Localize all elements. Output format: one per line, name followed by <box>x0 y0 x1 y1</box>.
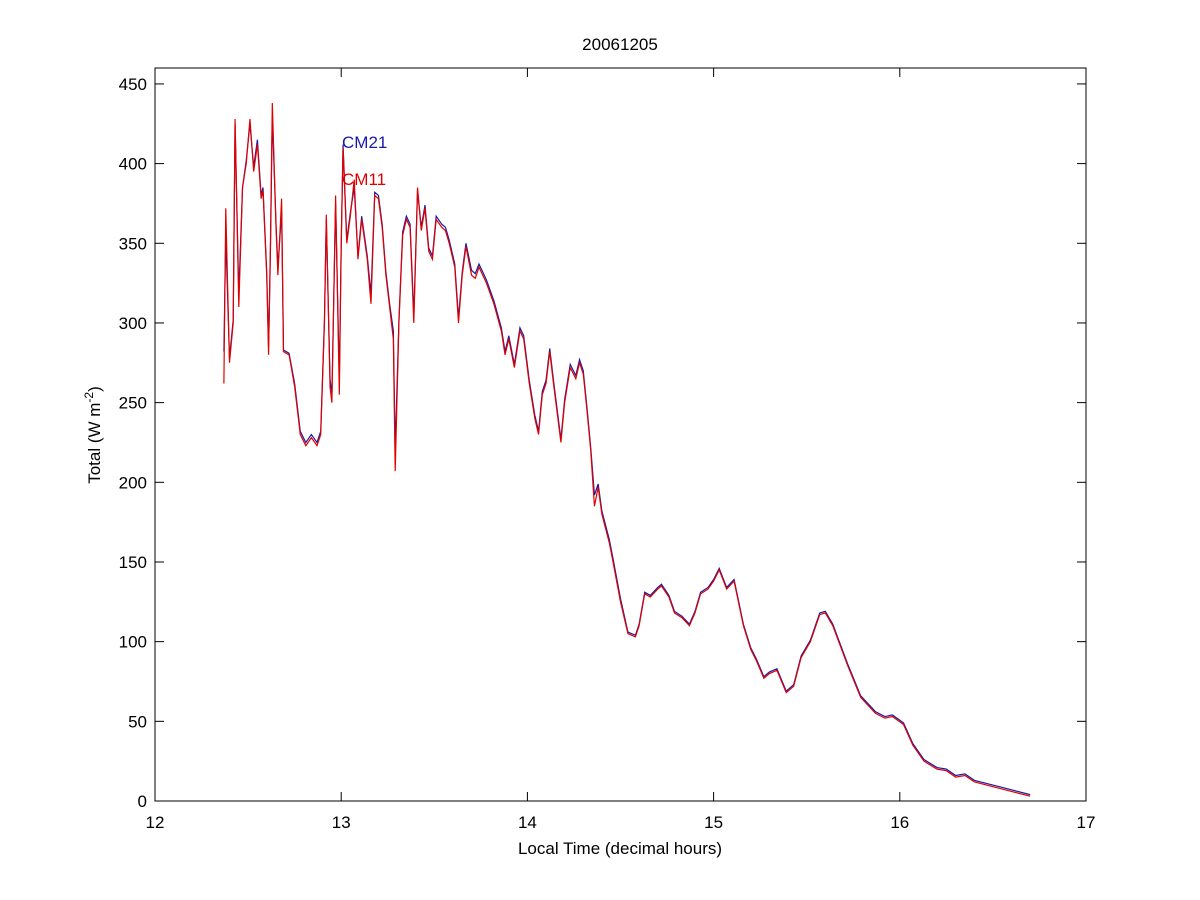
y-axis-label-superscript: -2 <box>82 392 96 403</box>
y-axis-label-text: Total (W m <box>85 403 104 484</box>
x-tick-label: 16 <box>890 813 909 832</box>
y-axis-label: Total (W m-2) <box>82 386 104 484</box>
y-tick-label: 400 <box>119 155 147 174</box>
y-tick-label: 350 <box>119 234 147 253</box>
y-tick-label: 100 <box>119 633 147 652</box>
series-line <box>223 115 1031 796</box>
plot-box <box>154 67 1087 802</box>
x-tick-label: 17 <box>1077 813 1096 832</box>
x-axis-label: Local Time (decimal hours) <box>518 839 722 858</box>
legend-label: CM11 <box>342 170 386 189</box>
y-tick-label: 450 <box>119 75 147 94</box>
y-tick-label: 0 <box>138 792 147 811</box>
x-tick-label: 12 <box>146 813 165 832</box>
series-line <box>223 103 1031 797</box>
y-tick-label: 50 <box>128 712 147 731</box>
y-tick-label: 250 <box>119 394 147 413</box>
y-tick-label: 300 <box>119 314 147 333</box>
x-tick-label: 15 <box>704 813 723 832</box>
x-tick-label: 13 <box>332 813 351 832</box>
y-tick-label: 150 <box>119 553 147 572</box>
y-axis-label-suffix: ) <box>85 386 104 392</box>
y-tick-label: 200 <box>119 473 147 492</box>
chart-title: 20061205 <box>582 35 658 54</box>
x-tick-label: 14 <box>518 813 537 832</box>
legend-label: CM21 <box>342 133 387 152</box>
